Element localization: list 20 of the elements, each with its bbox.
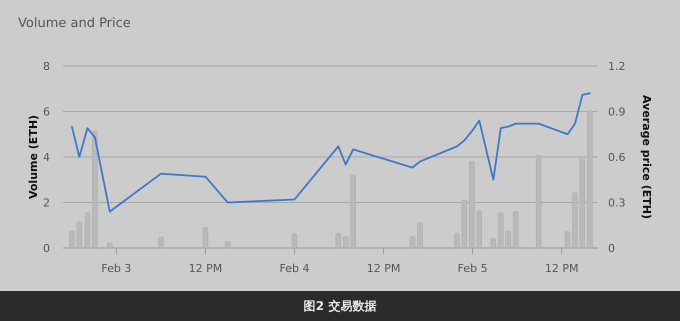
y2-tick-label: 1.2: [608, 60, 626, 73]
y2-axis-title: Average price (ETH): [640, 95, 653, 219]
x-tick-label: Feb 5: [458, 262, 488, 275]
y-axis-title: Volume (ETH): [27, 114, 40, 200]
y-tick-label: 2: [43, 196, 50, 210]
y-tick-label: 0: [43, 242, 50, 255]
x-tick-label: Feb 3: [101, 262, 132, 275]
x-tick-label: Feb 4: [280, 262, 310, 275]
x-tick-label: 12 PM: [188, 262, 222, 275]
y-tick-label: 6: [43, 106, 50, 118]
y2-tick-label: 0.3: [608, 196, 626, 210]
x-tick-label: 12 PM: [366, 262, 400, 275]
x-tick-label: 12 PM: [544, 262, 578, 275]
y2-tick-label: 0: [608, 242, 615, 255]
y2-tick-label: 0.6: [608, 151, 626, 164]
chart-title: Volume and Price: [18, 16, 131, 31]
y2-tick-label: 0.9: [608, 106, 626, 118]
y-tick-label: 8: [43, 60, 50, 73]
y-tick-label: 4: [43, 151, 50, 164]
caption: 图2 交易数据: [304, 299, 376, 313]
